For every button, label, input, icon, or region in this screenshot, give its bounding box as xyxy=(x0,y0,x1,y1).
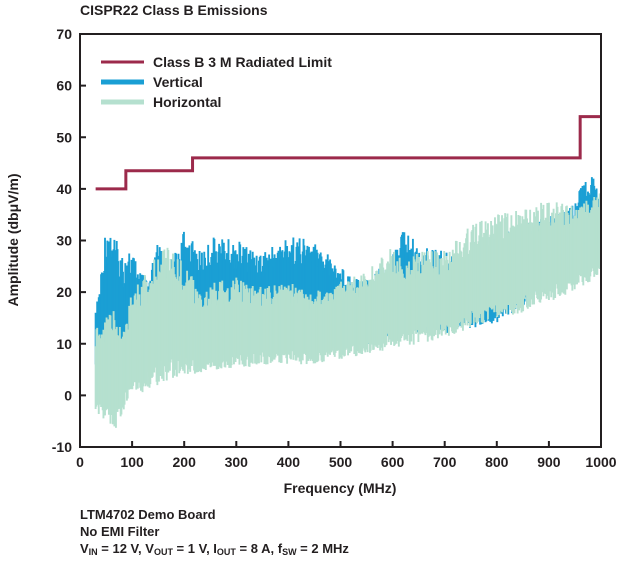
y-tick-label: 0 xyxy=(64,387,72,403)
series-horizontal xyxy=(94,193,602,428)
y-tick-label: 20 xyxy=(56,284,72,300)
y-tick-label: 70 xyxy=(56,26,72,42)
chart-title: CISPR22 Class B Emissions xyxy=(80,2,268,18)
x-tick-label: 600 xyxy=(381,454,405,470)
y-tick-label: 50 xyxy=(56,129,72,145)
series-class-b-limit-line xyxy=(95,115,601,191)
x-tick-label: 700 xyxy=(433,454,457,470)
x-tick-label: 300 xyxy=(225,454,249,470)
x-tick-label: 0 xyxy=(76,454,84,470)
y-tick-label: -10 xyxy=(52,439,72,455)
y-tick-label: 10 xyxy=(56,336,72,352)
y-tick-label: 60 xyxy=(56,78,72,94)
note-filter: No EMI Filter xyxy=(80,524,160,539)
legend-label-1: Class B 3 M Radiated Limit xyxy=(153,54,332,70)
x-tick-label: 900 xyxy=(537,454,561,470)
x-axis-label: Frequency (MHz) xyxy=(284,480,397,496)
x-tick-label: 1000 xyxy=(585,454,616,470)
legend-label-3: Horizontal xyxy=(153,94,221,110)
note-conditions: VIN = 12 V, VOUT = 1 V, IOUT = 8 A, fSW … xyxy=(80,541,349,557)
note-board: LTM4702 Demo Board xyxy=(80,507,216,522)
y-tick-label: 30 xyxy=(56,233,72,249)
y-axis-label: Amplitude (dbμV/m) xyxy=(5,174,21,307)
x-tick-label: 500 xyxy=(329,454,353,470)
chart-notes: LTM4702 Demo Board No EMI Filter VIN = 1… xyxy=(80,506,349,561)
x-tick-label: 400 xyxy=(277,454,301,470)
x-tick-label: 100 xyxy=(120,454,144,470)
legend: Class B 3 M Radiated Limit Vertical Horizo… xyxy=(101,54,332,110)
y-tick-label: 40 xyxy=(56,181,72,197)
x-tick-label: 800 xyxy=(485,454,509,470)
legend-label-2: Vertical xyxy=(153,74,203,90)
series-layer xyxy=(94,115,602,428)
x-tick-label: 200 xyxy=(173,454,197,470)
